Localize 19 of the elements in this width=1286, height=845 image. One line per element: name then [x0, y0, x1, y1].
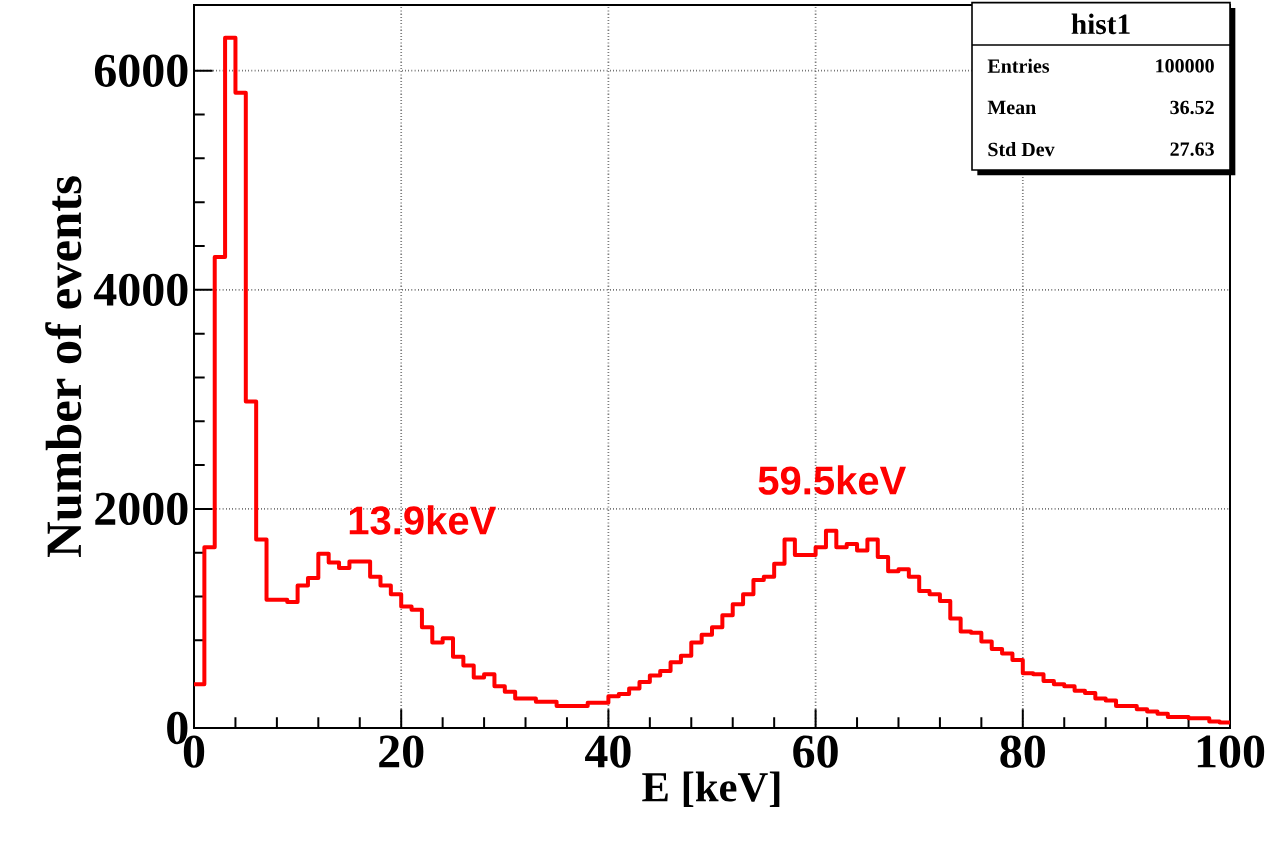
annotation: 59.5keV [758, 465, 906, 495]
annotation: Mean [987, 100, 1036, 115]
annotation: Std Dev [988, 142, 1055, 157]
annotation: 27.63 [1170, 142, 1214, 156]
annotation: 100000 [1156, 59, 1214, 73]
y-tick-label: 6000 [94, 54, 188, 87]
x-tick-label: 80 [1000, 735, 1045, 768]
x-tick-label: 60 [793, 735, 838, 768]
x-tick-label: 100 [1197, 735, 1265, 768]
annotation: 36.52 [1170, 100, 1214, 115]
y-axis-title: Number of events [45, 176, 82, 557]
annotation: 13.9keV [349, 505, 496, 535]
x-axis-title: E [keV] [642, 771, 780, 807]
x-tick-label: 40 [585, 735, 631, 768]
x-tick-label: 20 [379, 735, 424, 768]
y-tick-label: 2000 [95, 492, 188, 526]
annotation: Entries [987, 58, 1050, 73]
annotation: hist1 [1071, 13, 1130, 35]
y-tick-label: 4000 [93, 273, 188, 306]
